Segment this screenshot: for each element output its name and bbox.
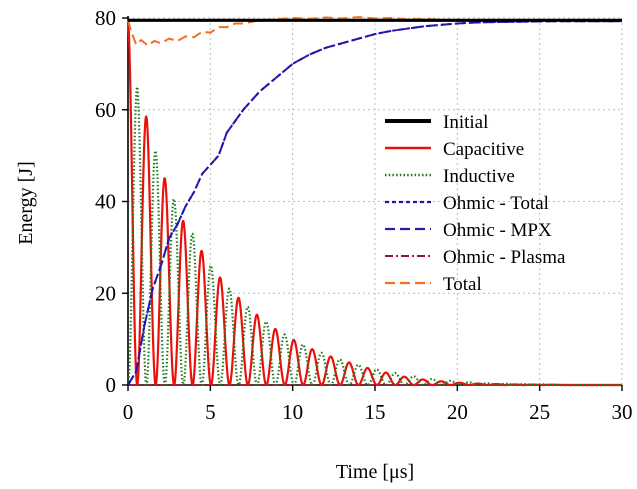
x-tick-label: 5 [205,400,216,424]
legend-item-inductive: Inductive [385,166,515,187]
x-tick-label: 25 [529,400,550,424]
y-tick-label: 80 [95,6,116,30]
legend-label: Inductive [443,166,515,187]
x-tick-label: 15 [365,400,386,424]
y-axis-label: Energy [J] [15,161,37,245]
legend-item-ohmic-plasma: Ohmic - Plasma [385,247,566,268]
legend-label: Ohmic - Total [443,193,549,214]
legend-label: Capacitive [443,139,524,160]
series-line-ohmic-mpx [127,20,622,386]
legend-label: Ohmic - Plasma [443,247,566,268]
legend-item-ohmic-total: Ohmic - Total [385,193,549,214]
legend-item-capacitive: Capacitive [385,139,524,160]
y-tick-label: 60 [95,98,116,122]
y-tick-label: 0 [106,373,117,397]
x-tick-label: 10 [282,400,303,424]
legend-item-initial: Initial [385,112,488,133]
legend-item-ohmic-mpx: Ohmic - MPX [385,220,552,241]
x-tick-label: 30 [612,400,633,424]
y-tick-label: 20 [95,281,116,305]
grid [128,17,623,385]
x-tick-label: 20 [447,400,468,424]
legend-label: Ohmic - MPX [443,220,552,241]
x-tick-label: 0 [123,400,134,424]
legend-label: Total [443,274,482,295]
series-line-inductive [126,85,623,387]
y-tick-label: 40 [95,190,116,214]
legend-item-total: Total [385,274,482,295]
x-axis-label: Time [μs] [336,461,414,483]
legend: Initial Capacitive Inductive Ohmic - Total O… [385,112,566,295]
tick-labels: 0 5 10 15 20 25 30 0 20 40 60 80 [95,6,633,424]
legend-label: Initial [443,112,488,133]
